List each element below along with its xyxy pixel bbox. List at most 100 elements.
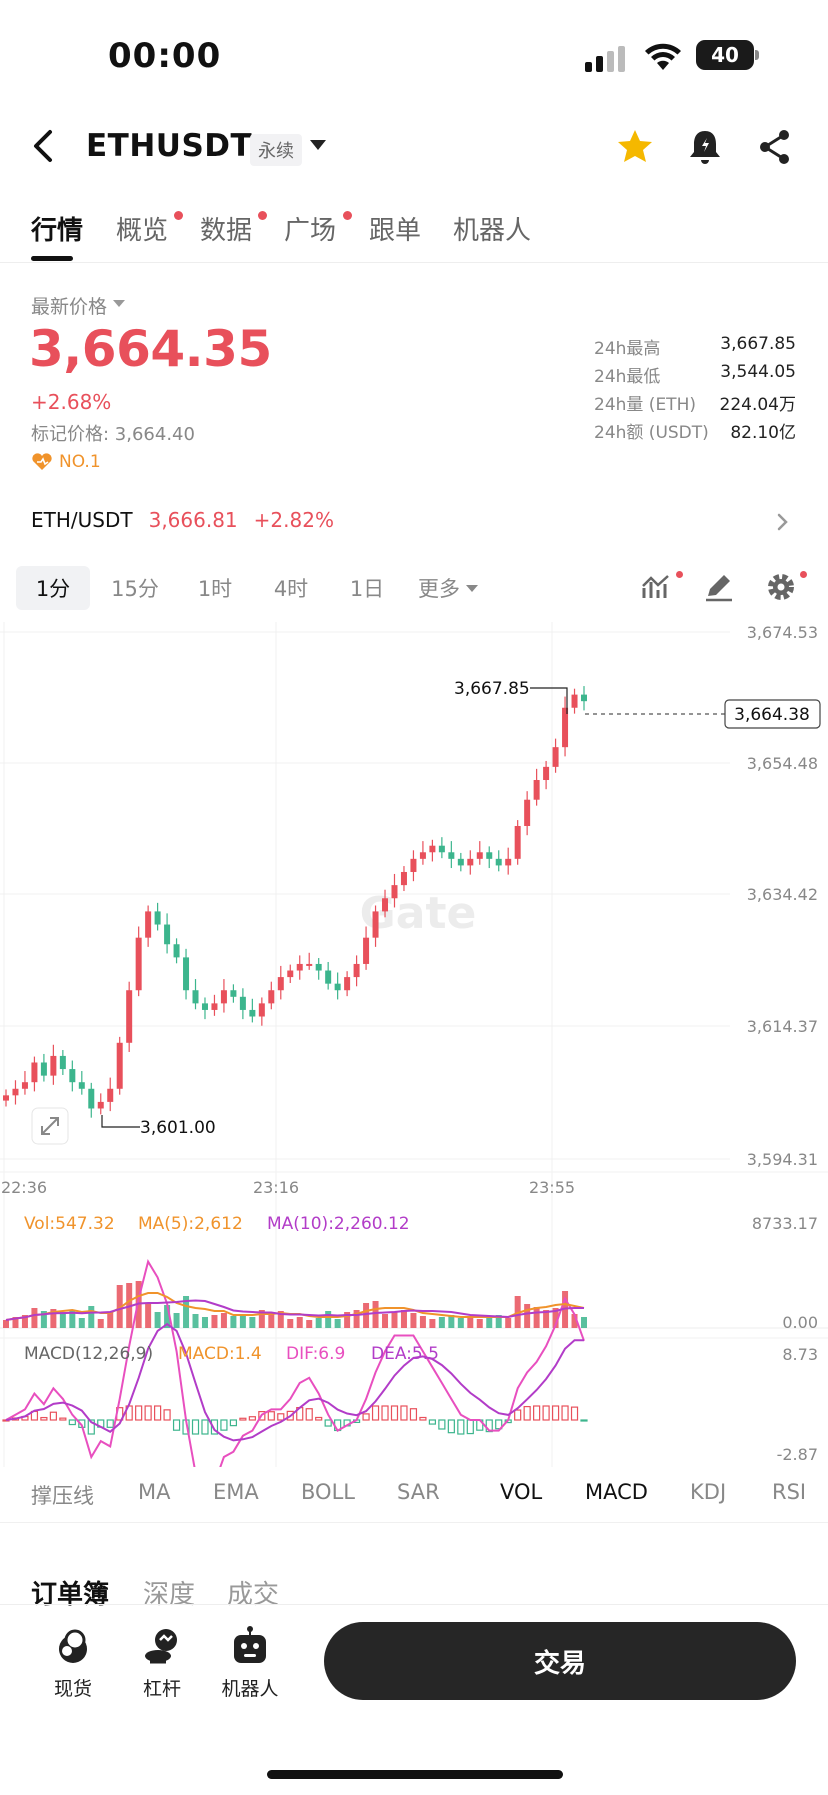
rank-badge[interactable]: NO.1 <box>31 452 101 472</box>
interval-1d[interactable]: 1日 <box>349 577 385 601</box>
macd-dea-line <box>5 1322 585 1442</box>
tab-copy-trading[interactable]: 跟单 <box>369 216 422 246</box>
volume-bar <box>419 1316 426 1328</box>
interval-1h[interactable]: 1时 <box>197 577 233 601</box>
interval-4h[interactable]: 4时 <box>273 577 309 601</box>
volume-bar <box>334 1319 341 1328</box>
rank-heart-icon <box>32 453 52 470</box>
indicator-chart-icon[interactable] <box>640 570 674 604</box>
volume-bar <box>107 1312 114 1328</box>
tab-data-dot <box>258 211 267 220</box>
volume-bar <box>296 1317 303 1328</box>
volume-bar <box>410 1313 417 1328</box>
indicator-rsi[interactable]: RSI <box>772 1480 807 1504</box>
spot-label[interactable]: 现货 <box>53 1678 92 1700</box>
spot-icon[interactable] <box>53 1626 93 1666</box>
margin-icon[interactable] <box>142 1626 182 1666</box>
tab-market[interactable]: 行情 <box>31 216 84 246</box>
macd-histogram-bar <box>580 1419 588 1422</box>
macd-histogram-bar <box>315 1416 323 1421</box>
candle-body <box>410 858 417 872</box>
interval-more[interactable]: 更多 <box>408 566 488 610</box>
candlestick-chart[interactable]: Gate 3,674.53 3,654.48 3,634.42 3,614.37 3,5… <box>0 622 828 1467</box>
stat-high-label: 24h最高 <box>594 339 661 359</box>
macd-histogram-bar <box>447 1419 455 1434</box>
volume-bar <box>363 1303 370 1328</box>
more-caret-icon <box>466 584 478 592</box>
volume-bar <box>164 1305 171 1328</box>
macd-histogram-bar <box>390 1405 399 1421</box>
latest-price-label[interactable]: 最新价格 <box>31 296 108 318</box>
tab-data[interactable]: 数据 <box>200 216 253 246</box>
indicator-dot <box>676 571 683 578</box>
spot-pair-name: ETH/USDT <box>31 508 133 532</box>
favorite-star-icon[interactable] <box>616 128 654 166</box>
candle-body <box>268 990 275 1004</box>
indicator-sar[interactable]: SAR <box>397 1480 440 1504</box>
candle-body <box>183 957 190 991</box>
candle-body <box>476 852 483 859</box>
volume-bar <box>306 1320 313 1328</box>
macd-histogram-bar <box>172 1419 181 1431</box>
indicator-ema[interactable]: EMA <box>213 1480 259 1504</box>
trade-button[interactable]: 交易 <box>324 1622 796 1700</box>
volume-bar <box>145 1304 152 1328</box>
settings-gear-icon[interactable] <box>764 570 798 604</box>
tab-square[interactable]: 广场 <box>284 216 337 246</box>
tab-depth[interactable]: 深度 <box>143 1580 196 1610</box>
price-alert-bell-icon[interactable] <box>688 128 722 166</box>
high-price-label: 3,667.85 <box>454 679 530 699</box>
symbol-title[interactable]: ETHUSDT <box>86 128 253 164</box>
tab-orderbook[interactable]: 订单簿 <box>31 1580 110 1610</box>
symbol-dropdown-caret-icon[interactable] <box>310 140 326 150</box>
draw-pencil-icon[interactable] <box>702 570 736 604</box>
candle-body <box>88 1088 95 1109</box>
candle-body <box>457 858 464 866</box>
vol-min-label: 0.00 <box>782 1313 818 1332</box>
macd-histogram-bar <box>514 1409 522 1421</box>
candle-body <box>533 780 540 800</box>
bottom-bar-divider <box>0 1604 828 1605</box>
robot-icon[interactable] <box>230 1626 270 1666</box>
stat-turnover-label: 24h额 (USDT) <box>594 423 709 443</box>
interval-15m[interactable]: 15分 <box>111 577 159 601</box>
candle-body <box>78 1082 85 1089</box>
candle-body <box>514 825 521 859</box>
volume-bar <box>344 1312 351 1328</box>
indicator-kdj[interactable]: KDJ <box>690 1480 727 1504</box>
interval-1m[interactable]: 1分 <box>16 566 90 610</box>
margin-label[interactable]: 杠杆 <box>142 1678 181 1700</box>
indicator-support-resistance[interactable]: 撑压线 <box>31 1484 94 1508</box>
candle-body <box>391 885 398 899</box>
bots-label[interactable]: 机器人 <box>221 1678 279 1700</box>
indicator-divider <box>0 1522 828 1523</box>
price-tick-label: 3,634.42 <box>747 885 818 904</box>
share-icon[interactable] <box>758 128 792 166</box>
volume-bar <box>183 1296 190 1328</box>
spot-pair-row[interactable]: ETH/USDT 3,666.81 +2.82% <box>31 508 334 532</box>
chevron-right-icon[interactable] <box>776 512 790 532</box>
indicator-macd[interactable]: MACD <box>585 1480 648 1504</box>
tab-overview[interactable]: 概览 <box>116 216 169 246</box>
tab-trades[interactable]: 成交 <box>227 1580 280 1610</box>
volume-bar <box>429 1319 436 1328</box>
macd-dif-line <box>5 1259 585 1467</box>
macd-histogram-bar <box>229 1419 238 1427</box>
indicator-vol[interactable]: VOL <box>500 1480 543 1504</box>
macd-histogram-bar <box>381 1405 389 1421</box>
volume-bar <box>400 1310 407 1328</box>
cellular-signal-icon <box>585 46 625 72</box>
candle-body <box>164 924 171 945</box>
tab-bots[interactable]: 机器人 <box>453 216 532 246</box>
volume-bar <box>12 1317 19 1328</box>
volume-bar <box>59 1312 66 1328</box>
indicator-boll[interactable]: BOLL <box>301 1480 355 1504</box>
volume-bar <box>438 1317 445 1328</box>
macd-histogram-bar <box>239 1417 247 1421</box>
settings-dot <box>800 571 807 578</box>
latest-price-caret-icon[interactable] <box>113 300 125 307</box>
volume-bar <box>505 1318 512 1328</box>
back-arrow-icon[interactable] <box>28 128 58 164</box>
indicator-ma[interactable]: MA <box>138 1480 171 1504</box>
volume-bar <box>230 1316 237 1328</box>
